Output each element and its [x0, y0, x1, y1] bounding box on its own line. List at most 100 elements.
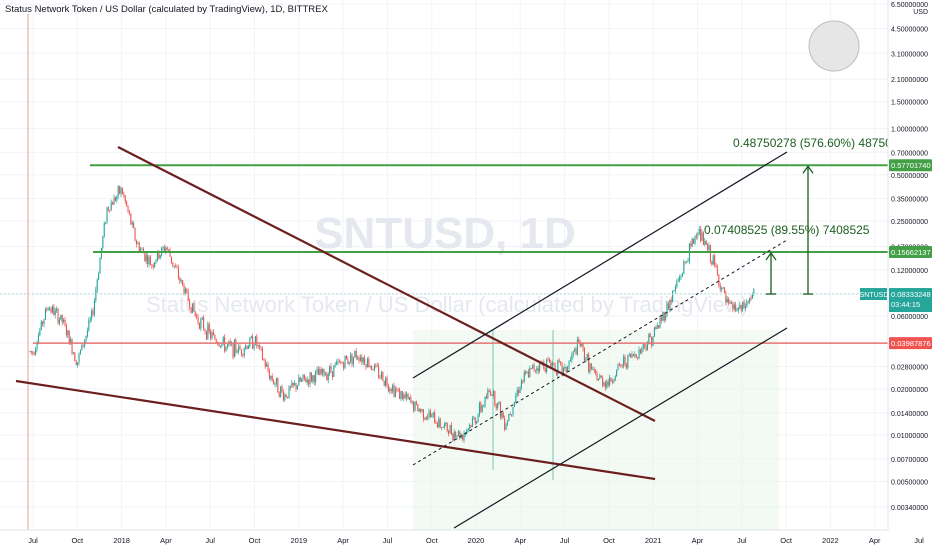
candle-body [544, 368, 546, 372]
candle-body [179, 277, 181, 282]
candle-body [152, 265, 154, 268]
candle-body [494, 391, 496, 405]
time-axis-label: Jul [914, 536, 924, 545]
candle-body [709, 245, 711, 261]
candle-body [155, 260, 157, 263]
candle-body [666, 303, 668, 316]
price-axis-label: 0.01400000 [891, 411, 928, 418]
candle-body [406, 393, 408, 398]
candle-body [385, 378, 387, 386]
candle-body [414, 401, 416, 411]
candle-body [606, 381, 608, 388]
candle-body [140, 248, 142, 252]
candle-body [261, 348, 263, 360]
candle-body [310, 372, 312, 382]
channel-lower[interactable] [453, 327, 788, 529]
chart-title: Status Network Token / US Dollar (calcul… [5, 4, 328, 15]
candle-body [172, 262, 174, 266]
candle-body [284, 394, 286, 401]
candle-body [670, 300, 672, 302]
candle-body [400, 391, 402, 399]
candle-body [149, 257, 151, 265]
candle-body [70, 339, 72, 345]
candle-body [218, 343, 220, 347]
candle-body [732, 303, 734, 309]
candle-body [677, 280, 679, 282]
candle-body [315, 371, 317, 383]
trendline-upper[interactable] [117, 146, 656, 422]
candle-body [29, 350, 31, 352]
candle-body [168, 249, 170, 251]
candle-body [253, 344, 255, 349]
candle-body [298, 377, 300, 386]
candle-body [610, 377, 612, 382]
time-axis[interactable]: Jul Oct 2018 Apr Jul Oct 2019 Apr Jul Oct 2020 Apr J… [28, 536, 924, 545]
candle-body [205, 331, 207, 340]
candle-body [590, 363, 592, 370]
candle-body [471, 418, 473, 427]
candle-body [180, 280, 182, 282]
candle-body [611, 381, 613, 383]
candle-body [376, 365, 378, 367]
candle-body [585, 359, 587, 361]
indicator-circle-icon [808, 20, 860, 72]
candle-body [448, 431, 450, 434]
candle-body [534, 370, 536, 372]
candle-body [407, 393, 409, 400]
candle-body [89, 319, 91, 321]
candle-body [597, 378, 599, 381]
candle-body [201, 317, 203, 320]
candle-body [401, 391, 403, 399]
candle-body [630, 354, 632, 358]
watermark-description: Status Network Token / US Dollar (calcul… [146, 292, 748, 317]
candle-body [292, 382, 294, 386]
candle-body [740, 304, 742, 311]
candle-body [380, 372, 382, 378]
candle-body [277, 377, 279, 393]
candle-body [516, 390, 518, 396]
candle-body [312, 375, 314, 382]
trendline-lower[interactable] [15, 379, 656, 481]
candle-body [718, 274, 720, 285]
candle-body [56, 308, 58, 311]
candle-body [368, 359, 370, 367]
candle-body [390, 389, 392, 392]
candle-body [576, 339, 578, 355]
candle-body [501, 412, 503, 418]
candle-body [351, 354, 353, 365]
candle-body [554, 363, 556, 371]
candle-body [375, 365, 377, 366]
candle-body [130, 213, 132, 225]
channel-median[interactable] [412, 239, 788, 466]
candle-body [495, 404, 497, 409]
candle-body [704, 240, 706, 245]
time-axis-label: Jul [383, 536, 393, 545]
candle-body [79, 350, 81, 354]
candle-body [316, 369, 318, 372]
candle-body [344, 355, 346, 368]
candle-body [109, 210, 111, 211]
candle-body [694, 235, 696, 244]
candle-body [245, 345, 247, 349]
candle-body [337, 361, 339, 363]
candle-body [623, 356, 625, 366]
candle-body [595, 369, 597, 374]
candle-body [78, 353, 80, 363]
candle-body [478, 403, 480, 416]
candle-body [331, 371, 333, 377]
candle-body [739, 304, 741, 309]
candle-body [341, 362, 343, 364]
candle-body [361, 357, 363, 363]
candle-body [295, 383, 297, 389]
candle-body [260, 346, 262, 349]
candle-body [240, 349, 242, 355]
channel-upper[interactable] [412, 151, 788, 379]
candle-body [357, 357, 359, 359]
candle-body [632, 354, 634, 356]
candle-body [98, 273, 100, 280]
candle-body [680, 276, 682, 278]
candle-body [701, 232, 703, 241]
